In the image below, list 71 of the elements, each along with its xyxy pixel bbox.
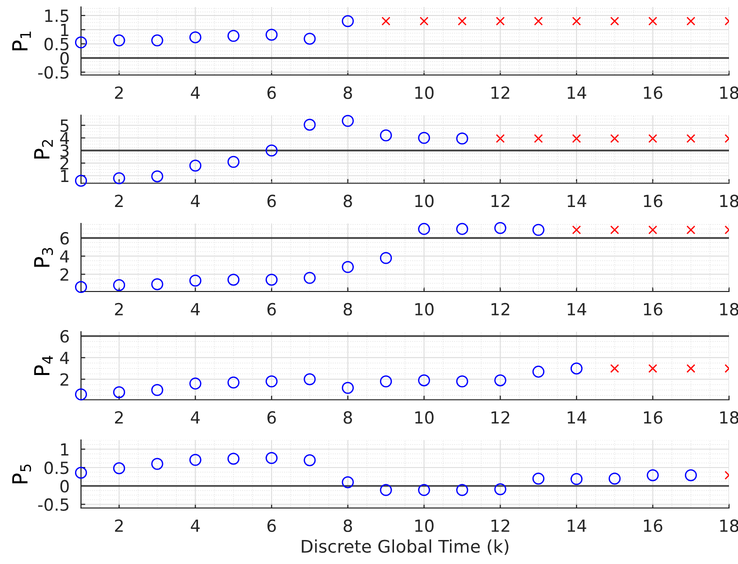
x-tick-label: 12 xyxy=(492,302,510,316)
x-tick-label: 8 xyxy=(344,519,352,532)
y-tick-label: 4 xyxy=(60,352,69,364)
y-tick-label: 0.5 xyxy=(44,38,68,50)
x-tick-label: 18 xyxy=(720,86,738,100)
x-tick-label: 16 xyxy=(644,411,662,424)
y-axis-title: P$_{4}$ xyxy=(34,356,53,376)
y-axis-title: P$_{5}$ xyxy=(12,464,32,484)
x-tick-label: 2 xyxy=(115,411,123,424)
x-tick-label: 18 xyxy=(720,411,738,424)
x-tick-label: 10 xyxy=(415,519,434,532)
x-tick-label: 18 xyxy=(720,194,738,208)
y-tick-label: 0.5 xyxy=(44,462,68,474)
x-tick-label: 2 xyxy=(115,519,123,532)
x-tick-label: 12 xyxy=(492,194,510,208)
y-tick-label: 1 xyxy=(61,24,68,36)
x-tick-label: 10 xyxy=(415,194,434,208)
x-tick-label: 4 xyxy=(190,303,200,316)
x-axis-title: Discrete Global Time (k) xyxy=(302,539,508,555)
x-tick-label: 8 xyxy=(344,86,352,100)
x-tick-label: 4 xyxy=(190,194,200,208)
x-tick-label: 4 xyxy=(190,411,200,424)
y-tick-label: 1 xyxy=(61,170,68,182)
x-tick-label: 12 xyxy=(492,519,510,532)
y-tick-label: 5 xyxy=(60,120,68,132)
x-tick-label: 8 xyxy=(344,411,352,424)
y-tick-label: 2 xyxy=(60,157,68,170)
x-tick-label: 14 xyxy=(568,411,586,424)
x-tick-label: 2 xyxy=(115,194,123,208)
x-tick-label: 14 xyxy=(568,303,586,316)
x-tick-label: 12 xyxy=(492,411,510,424)
x-tick-label: 6 xyxy=(267,302,276,316)
x-tick-label: 2 xyxy=(115,86,123,99)
x-tick-label: 16 xyxy=(644,194,662,208)
x-tick-label: 16 xyxy=(644,302,662,316)
x-tick-label: 6 xyxy=(267,519,276,532)
y-axis-title: P$_{1}$ xyxy=(12,32,31,50)
y-axis-title: P$_{2}$ xyxy=(34,140,53,159)
x-tick-label: 10 xyxy=(415,411,434,424)
x-tick-label: 12 xyxy=(492,86,510,99)
x-tick-label: 8 xyxy=(344,302,352,316)
y-tick-label: -0.5 xyxy=(38,498,68,511)
x-tick-label: 2 xyxy=(115,302,123,316)
y-tick-label: 3 xyxy=(60,144,69,158)
x-tick-label: 18 xyxy=(720,302,738,316)
x-tick-label: 14 xyxy=(568,86,586,99)
y-tick-label: 1.5 xyxy=(45,10,68,22)
x-tick-label: 14 xyxy=(568,194,586,208)
x-tick-label: 16 xyxy=(644,86,662,100)
x-tick-label: 10 xyxy=(415,302,434,316)
x-tick-label: 6 xyxy=(267,194,276,208)
x-tick-label: 16 xyxy=(644,519,662,532)
y-tick-label: 2 xyxy=(60,373,68,386)
y-tick-label: -0.5 xyxy=(38,66,68,79)
y-tick-label: 4 xyxy=(60,132,69,144)
y-tick-label: 6 xyxy=(60,232,69,245)
y-tick-label: 0 xyxy=(60,480,69,493)
y-tick-label: 2 xyxy=(60,268,68,281)
y-tick-label: 6 xyxy=(60,330,69,343)
x-tick-label: 6 xyxy=(267,411,276,424)
x-tick-label: 4 xyxy=(190,86,200,99)
x-tick-label: 8 xyxy=(344,194,352,208)
x-tick-label: 18 xyxy=(720,519,738,532)
y-tick-label: 1 xyxy=(61,443,68,456)
x-tick-label: 4 xyxy=(190,520,200,532)
y-axis-title: P$_{3}$ xyxy=(34,248,53,267)
x-tick-label: 6 xyxy=(267,86,276,100)
x-tick-label: 14 xyxy=(568,520,586,532)
x-tick-label: 10 xyxy=(415,86,434,100)
y-tick-label: 4 xyxy=(60,250,69,262)
y-tick-label: 0 xyxy=(60,52,69,65)
